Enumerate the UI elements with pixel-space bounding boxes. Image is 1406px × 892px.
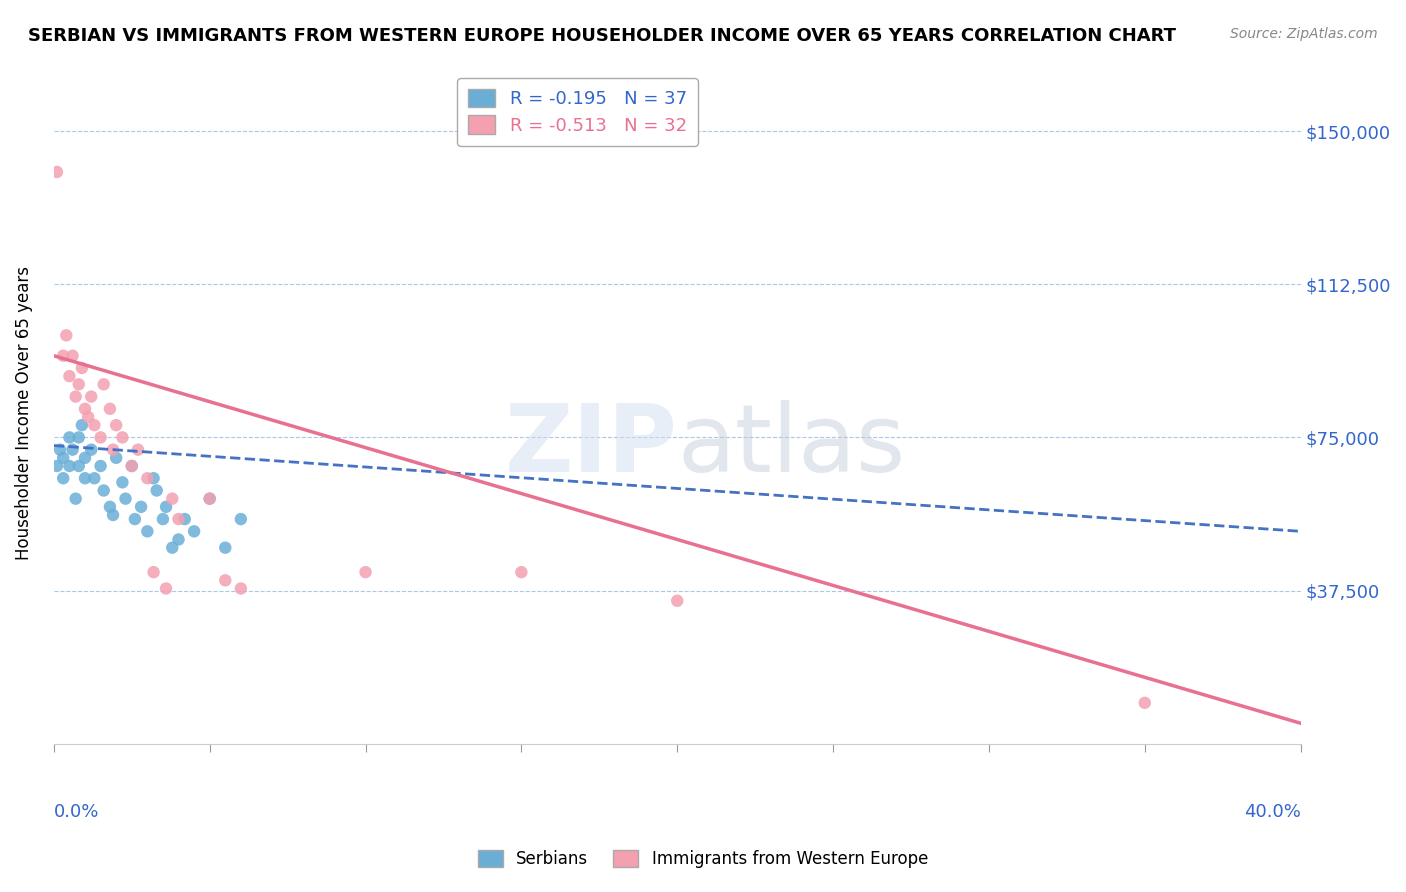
- Text: 0.0%: 0.0%: [53, 803, 100, 822]
- Text: Source: ZipAtlas.com: Source: ZipAtlas.com: [1230, 27, 1378, 41]
- Point: [70, 418, 93, 433]
- Point: [111, 475, 134, 490]
- Point: [90, 430, 112, 444]
- Text: atlas: atlas: [678, 400, 905, 492]
- Point: [65, 390, 87, 404]
- Point: [80, 390, 103, 404]
- Legend: Serbians, Immigrants from Western Europe: Serbians, Immigrants from Western Europe: [471, 843, 935, 875]
- Text: 40.0%: 40.0%: [1244, 803, 1301, 822]
- Point: [46, 165, 69, 179]
- Point: [114, 491, 136, 506]
- Point: [136, 524, 159, 539]
- Point: [58, 458, 80, 473]
- Point: [65, 491, 87, 506]
- Point: [155, 582, 177, 596]
- Point: [73, 450, 96, 465]
- Point: [83, 418, 105, 433]
- Point: [666, 593, 689, 607]
- Point: [142, 471, 165, 485]
- Point: [121, 458, 143, 473]
- Text: SERBIAN VS IMMIGRANTS FROM WESTERN EUROPE HOUSEHOLDER INCOME OVER 65 YEARS CORRE: SERBIAN VS IMMIGRANTS FROM WESTERN EUROP…: [28, 27, 1177, 45]
- Point: [90, 458, 112, 473]
- Point: [129, 500, 152, 514]
- Point: [167, 533, 190, 547]
- Point: [183, 524, 205, 539]
- Point: [152, 512, 174, 526]
- Point: [105, 450, 128, 465]
- Point: [162, 491, 184, 506]
- Point: [52, 471, 75, 485]
- Point: [229, 582, 252, 596]
- Point: [101, 508, 124, 522]
- Point: [145, 483, 167, 498]
- Point: [354, 565, 377, 579]
- Point: [214, 574, 236, 588]
- Point: [67, 377, 90, 392]
- Point: [127, 442, 149, 457]
- Point: [136, 471, 159, 485]
- Point: [98, 500, 121, 514]
- Point: [98, 401, 121, 416]
- Point: [142, 565, 165, 579]
- Point: [173, 512, 195, 526]
- Point: [58, 369, 80, 384]
- Y-axis label: Householder Income Over 65 years: Householder Income Over 65 years: [15, 266, 32, 560]
- Point: [1133, 696, 1156, 710]
- Point: [62, 442, 84, 457]
- Point: [77, 409, 100, 424]
- Point: [93, 377, 115, 392]
- Point: [70, 361, 93, 376]
- Point: [124, 512, 146, 526]
- Point: [510, 565, 533, 579]
- Point: [93, 483, 115, 498]
- Legend: R = -0.195   N = 37, R = -0.513   N = 32: R = -0.195 N = 37, R = -0.513 N = 32: [457, 78, 697, 145]
- Point: [111, 430, 134, 444]
- Point: [52, 450, 75, 465]
- Point: [155, 500, 177, 514]
- Point: [80, 442, 103, 457]
- Point: [62, 349, 84, 363]
- Point: [73, 471, 96, 485]
- Point: [55, 328, 77, 343]
- Point: [58, 430, 80, 444]
- Point: [167, 512, 190, 526]
- Point: [198, 491, 221, 506]
- Point: [67, 430, 90, 444]
- Point: [121, 458, 143, 473]
- Point: [49, 442, 72, 457]
- Text: ZIP: ZIP: [505, 400, 678, 492]
- Point: [105, 418, 128, 433]
- Point: [214, 541, 236, 555]
- Point: [52, 349, 75, 363]
- Point: [229, 512, 252, 526]
- Point: [67, 458, 90, 473]
- Point: [46, 458, 69, 473]
- Point: [101, 442, 124, 457]
- Point: [83, 471, 105, 485]
- Point: [73, 401, 96, 416]
- Point: [162, 541, 184, 555]
- Point: [198, 491, 221, 506]
